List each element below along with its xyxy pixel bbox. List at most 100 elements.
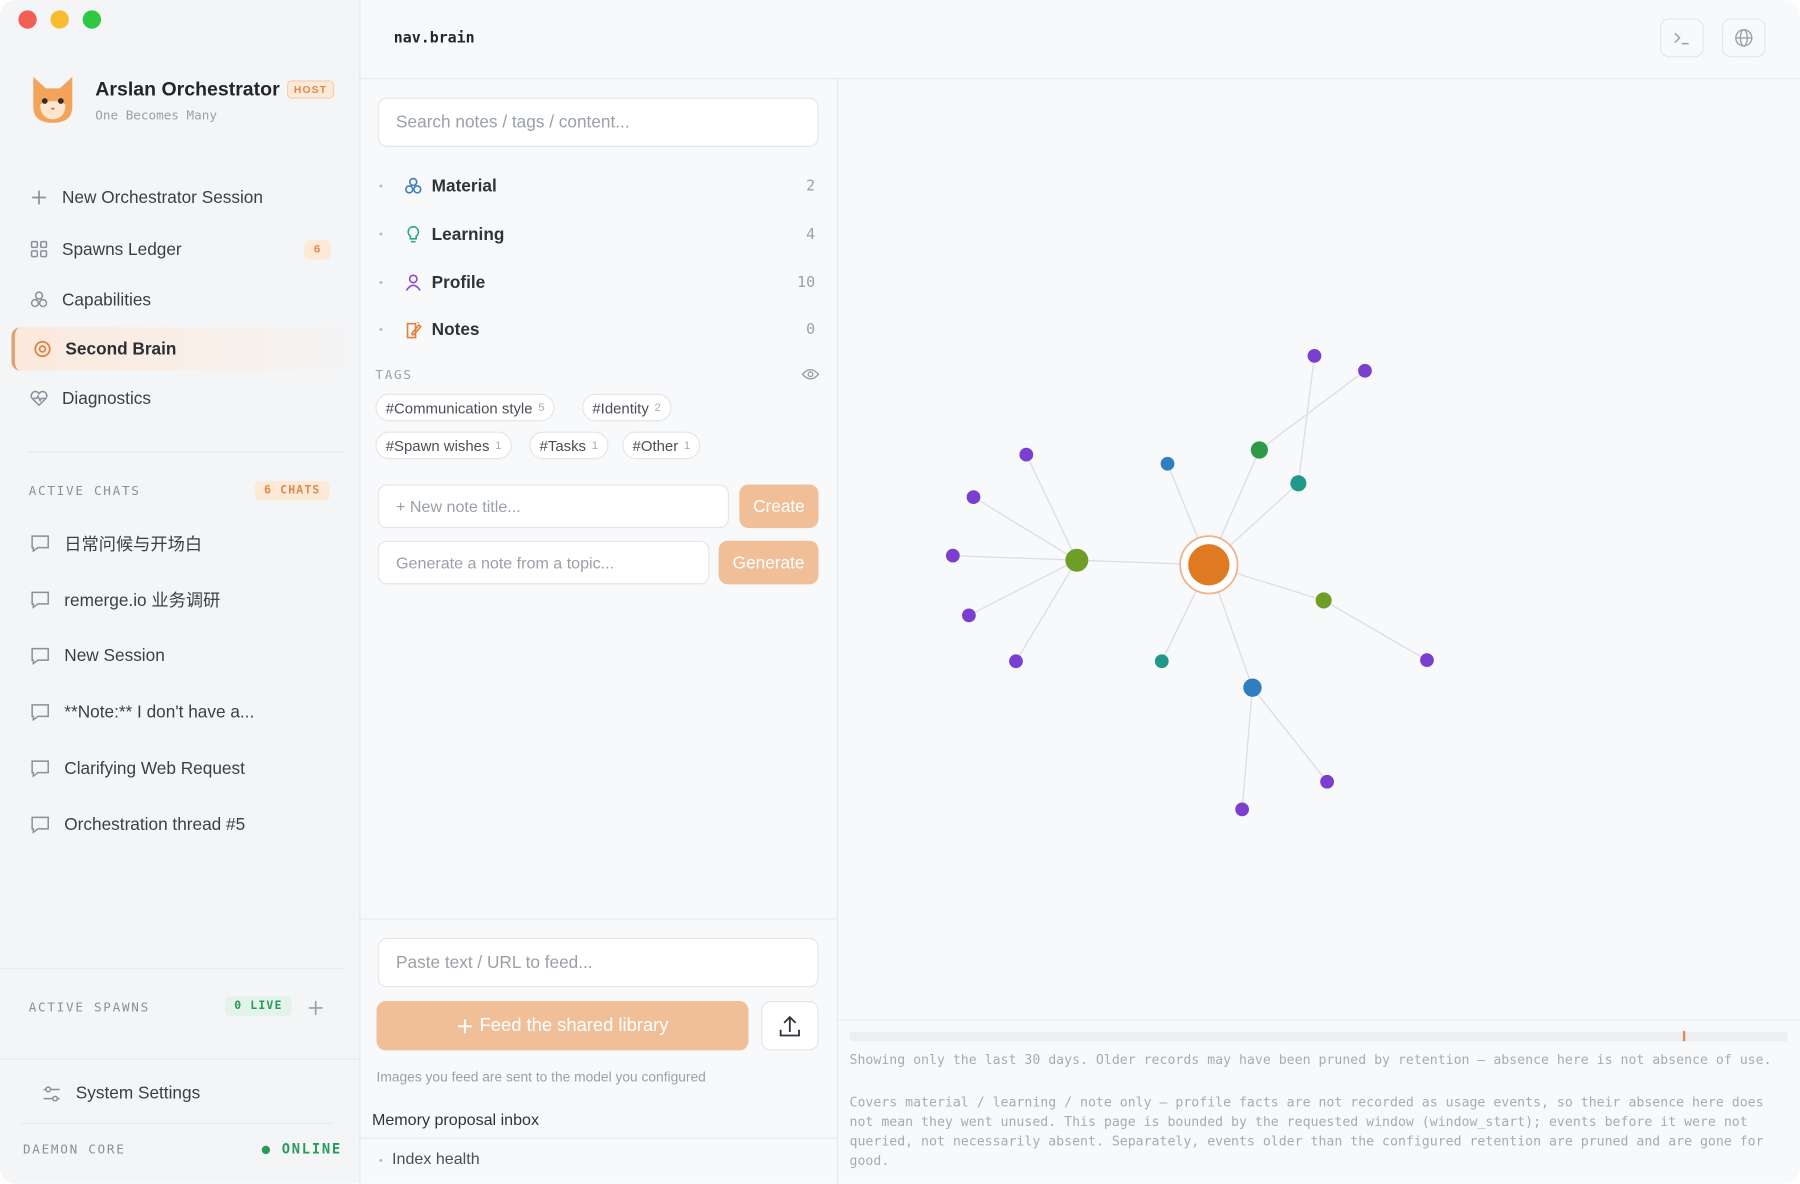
graph-edge: [952, 554, 1077, 561]
category-row[interactable]: • Learning 4: [379, 220, 815, 248]
chat-item[interactable]: **Note:** I don't have a...: [30, 698, 254, 726]
chat-item[interactable]: 日常问候与开场白: [30, 529, 202, 557]
knowledge-graph: [945, 348, 1434, 817]
index-health-label: Index health: [392, 1149, 480, 1168]
category-name: Notes: [431, 319, 480, 340]
icon-heart: [30, 390, 48, 407]
graph-edge: [1323, 599, 1428, 661]
status: ● ONLINE: [261, 1141, 342, 1158]
index-health[interactable]: • Index health: [379, 1149, 480, 1167]
graph-node[interactable]: [1019, 447, 1034, 462]
tag-chip[interactable]: #Communication style 5: [375, 393, 556, 422]
generate-button[interactable]: Generate: [718, 540, 819, 585]
icon-shape: [50, 107, 56, 111]
icon-globe: [1735, 29, 1753, 47]
divider: [359, 1137, 837, 1139]
graph-node[interactable]: [1188, 544, 1230, 586]
nav-item[interactable]: New Orchestrator Session: [11, 176, 351, 220]
chat-item[interactable]: New Session: [30, 642, 165, 670]
graph-node[interactable]: [1315, 592, 1332, 609]
icon-shape: [409, 177, 418, 187]
icon-settings: [43, 1086, 60, 1102]
graph-node[interactable]: [1243, 678, 1262, 697]
tag-name: #Other: [632, 436, 679, 455]
icon-shape: [31, 591, 49, 609]
graph-node[interactable]: [1009, 654, 1023, 669]
inbox-heading[interactable]: Memory proposal inbox: [371, 1110, 540, 1129]
coverage-note: Covers material / learning / note only —…: [849, 1094, 1764, 1169]
icon-shape: [43, 1086, 60, 1102]
tag-chip[interactable]: #Spawn wishes 1: [375, 431, 512, 460]
graph-edge: [1297, 355, 1316, 484]
feed-button[interactable]: Feed the shared library: [376, 1001, 749, 1051]
category-row[interactable]: • Material 2: [379, 172, 815, 200]
icon-shape: [34, 291, 44, 300]
category-name: Material: [431, 176, 497, 196]
app-title: Arslan Orchestrator: [95, 78, 280, 100]
icon-eye[interactable]: [801, 367, 820, 381]
graph-node[interactable]: [962, 608, 976, 623]
icon-shape: [31, 535, 49, 553]
graph-node[interactable]: [1358, 363, 1372, 378]
icon-shape: [30, 240, 48, 258]
timeline-bar: [849, 1032, 1788, 1042]
graph-node[interactable]: [945, 548, 960, 563]
nav-item-active[interactable]: Second Brain: [11, 327, 355, 371]
chat-item[interactable]: Clarifying Web Request: [30, 754, 245, 782]
graph-node[interactable]: [1250, 441, 1268, 459]
icon-shape: [31, 760, 49, 778]
graph-node[interactable]: [1320, 774, 1334, 789]
new-note-input[interactable]: + New note title...: [377, 484, 729, 529]
tag-count: 5: [538, 401, 545, 414]
icon-shape: [30, 291, 48, 308]
icon-shape: [50, 10, 69, 29]
generate-input[interactable]: Generate a note from a topic...: [377, 540, 710, 585]
chat-title: remerge.io 业务调研: [64, 590, 221, 611]
graph-node[interactable]: [1290, 475, 1307, 492]
graph-node[interactable]: [1065, 548, 1089, 572]
search-input[interactable]: Search notes / tags / content...: [377, 97, 819, 147]
icon-shape: [31, 760, 49, 778]
terminal-button[interactable]: [1660, 18, 1704, 58]
icon-shape: [30, 240, 39, 249]
category-row[interactable]: • Notes 0: [379, 316, 815, 344]
settings-link[interactable]: System Settings: [75, 1083, 201, 1104]
graph-node[interactable]: [1154, 654, 1169, 669]
graph-node[interactable]: [966, 490, 981, 504]
upload-button[interactable]: [761, 1001, 819, 1051]
feed-input[interactable]: Paste text / URL to feed...: [377, 937, 819, 988]
traffic-lights: [18, 10, 102, 29]
graph-node[interactable]: [1235, 802, 1250, 817]
chat-item[interactable]: Orchestration thread #5: [30, 810, 245, 838]
chat-title: New Session: [64, 645, 165, 666]
nav-item[interactable]: Diagnostics: [11, 377, 351, 421]
icon-shape: [779, 1015, 800, 1037]
icon-shape: [407, 225, 420, 243]
icon-shape: [34, 340, 51, 358]
divider: [359, 78, 1800, 80]
graph-node[interactable]: [1307, 348, 1322, 363]
icon-shape: [801, 368, 820, 380]
category-row[interactable]: • Profile 10: [379, 269, 815, 297]
tag-chip[interactable]: #Tasks 1: [529, 431, 609, 460]
add-spawn[interactable]: [308, 1000, 324, 1016]
icon-shape: [407, 225, 420, 243]
graph-node[interactable]: [1160, 456, 1175, 471]
graph-node[interactable]: [1420, 653, 1434, 667]
nav-item[interactable]: Spawns Ledger 6: [11, 227, 351, 271]
icon-shape: [457, 1018, 472, 1033]
tag-name: #Communication style: [385, 398, 533, 417]
globe-button[interactable]: [1722, 18, 1766, 58]
icon-shape: [31, 591, 49, 609]
tag-chip[interactable]: #Identity 2: [582, 393, 672, 422]
icon-shape: [405, 185, 414, 194]
create-button[interactable]: Create: [739, 484, 819, 529]
icon-shape: [31, 647, 49, 666]
nav-item[interactable]: Capabilities: [11, 278, 351, 322]
tag-chip[interactable]: #Other 1: [622, 431, 701, 460]
divider: [838, 1019, 1800, 1021]
footer-label: DAEMON CORE: [22, 1142, 126, 1158]
icon-shape: [18, 10, 37, 29]
chat-item[interactable]: remerge.io 业务调研: [30, 585, 220, 613]
